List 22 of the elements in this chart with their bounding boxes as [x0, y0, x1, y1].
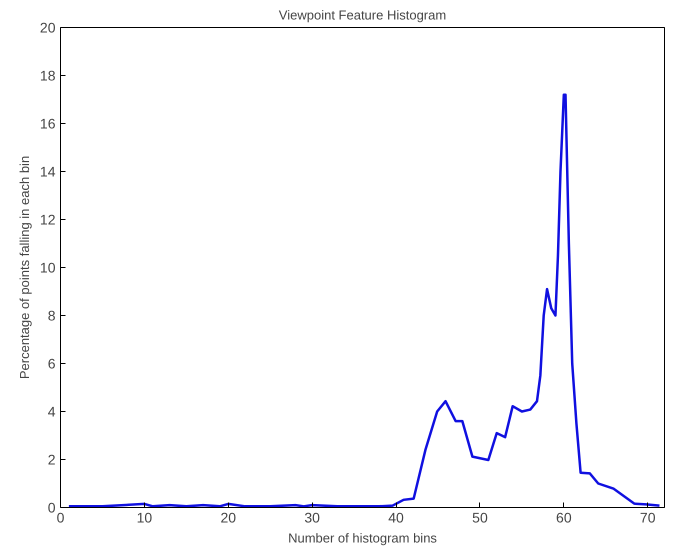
y-tick-label: 4: [48, 404, 56, 420]
x-tick-label: 30: [304, 510, 320, 526]
y-axis-title: Percentage of points falling in each bin: [16, 156, 32, 380]
x-tick-label: 60: [556, 510, 572, 526]
y-tick-label: 8: [48, 308, 56, 324]
x-tick-label: 10: [136, 510, 152, 526]
y-tick-label: 16: [40, 116, 56, 132]
x-tick-label: 70: [640, 510, 656, 526]
y-tick-label: 20: [40, 20, 56, 36]
y-tick-label: 0: [48, 500, 56, 516]
y-tick-label: 6: [48, 356, 56, 372]
y-tick-label: 18: [40, 68, 56, 84]
y-tick-label: 10: [40, 260, 56, 276]
x-tick-label: 20: [220, 510, 236, 526]
x-axis-title: Number of histogram bins: [288, 530, 438, 546]
y-tick-label: 14: [40, 164, 56, 180]
y-tick-label: 12: [40, 212, 56, 228]
chart-title: Viewpoint Feature Histogram: [278, 8, 446, 22]
x-tick-label: 50: [472, 510, 488, 526]
line-series: [68, 93, 661, 508]
x-tick-label: 40: [388, 510, 404, 526]
y-tick-label: 2: [48, 452, 56, 468]
